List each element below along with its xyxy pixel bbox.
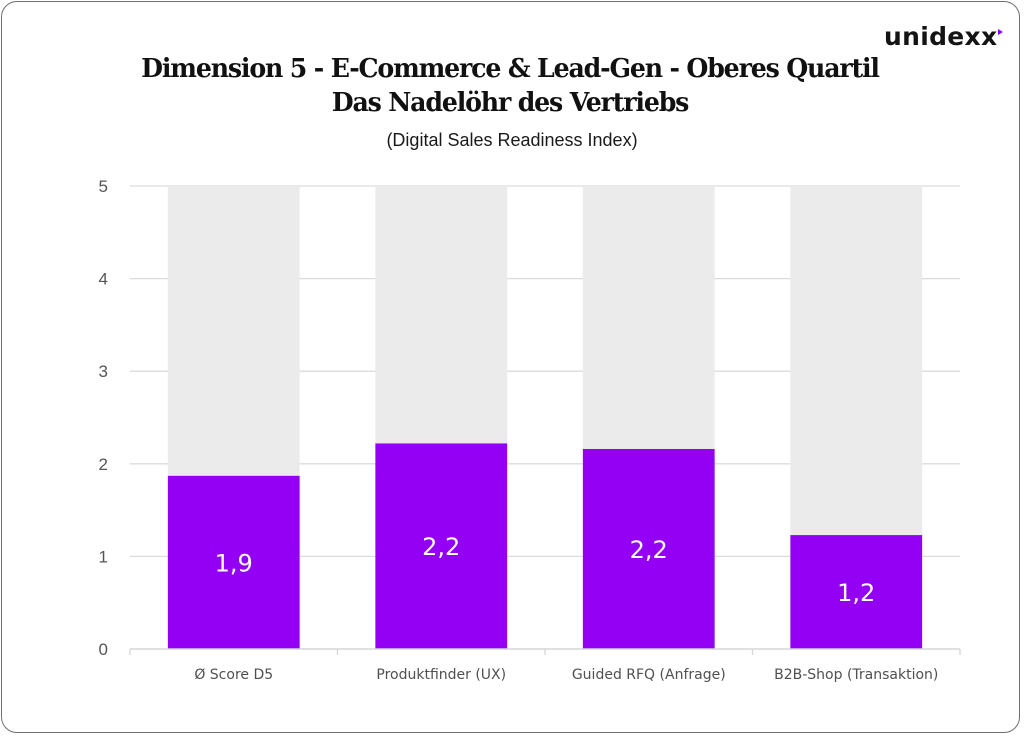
y-tick-label: 2: [99, 455, 108, 474]
chart-title: Dimension 5 - E-Commerce & Lead-Gen - Ob…: [141, 54, 880, 84]
bar-1: [375, 443, 508, 649]
value-bars: [167, 443, 923, 649]
y-tick-label: 3: [99, 362, 108, 381]
y-tick-label: 5: [99, 177, 108, 196]
x-category-label: B2B-Shop (Transaktion): [774, 667, 938, 683]
data-label: 1,2: [837, 579, 875, 607]
bar-2: [582, 448, 715, 649]
x-category-label: Ø Score D5: [194, 667, 273, 683]
x-category-label: Guided RFQ (Anfrage): [572, 667, 726, 683]
labels: 0 1 2 3 4 5 1,9 Ø Score D5 2,2 Produktfinder (UX)…: [99, 177, 939, 683]
y-tick-label: 0: [99, 640, 108, 659]
data-label: 2,2: [630, 536, 668, 564]
chart-title-line2: Das Nadelöhr des Vertriebs: [331, 88, 690, 118]
y-tick-label: 4: [99, 270, 108, 289]
x-category-label: Produktfinder (UX): [376, 667, 506, 683]
bar-0: [167, 475, 300, 649]
unidexx-logo: unidexx: [884, 22, 998, 51]
logo-triangle-icon: [998, 29, 1003, 35]
bar-3: [790, 535, 923, 649]
axes: [129, 648, 961, 655]
y-tick-label: 1: [99, 547, 108, 566]
chart-subtitle: (Digital Sales Readiness Index): [386, 130, 638, 150]
data-label: 2,2: [422, 533, 460, 561]
data-label: 1,9: [215, 549, 253, 577]
